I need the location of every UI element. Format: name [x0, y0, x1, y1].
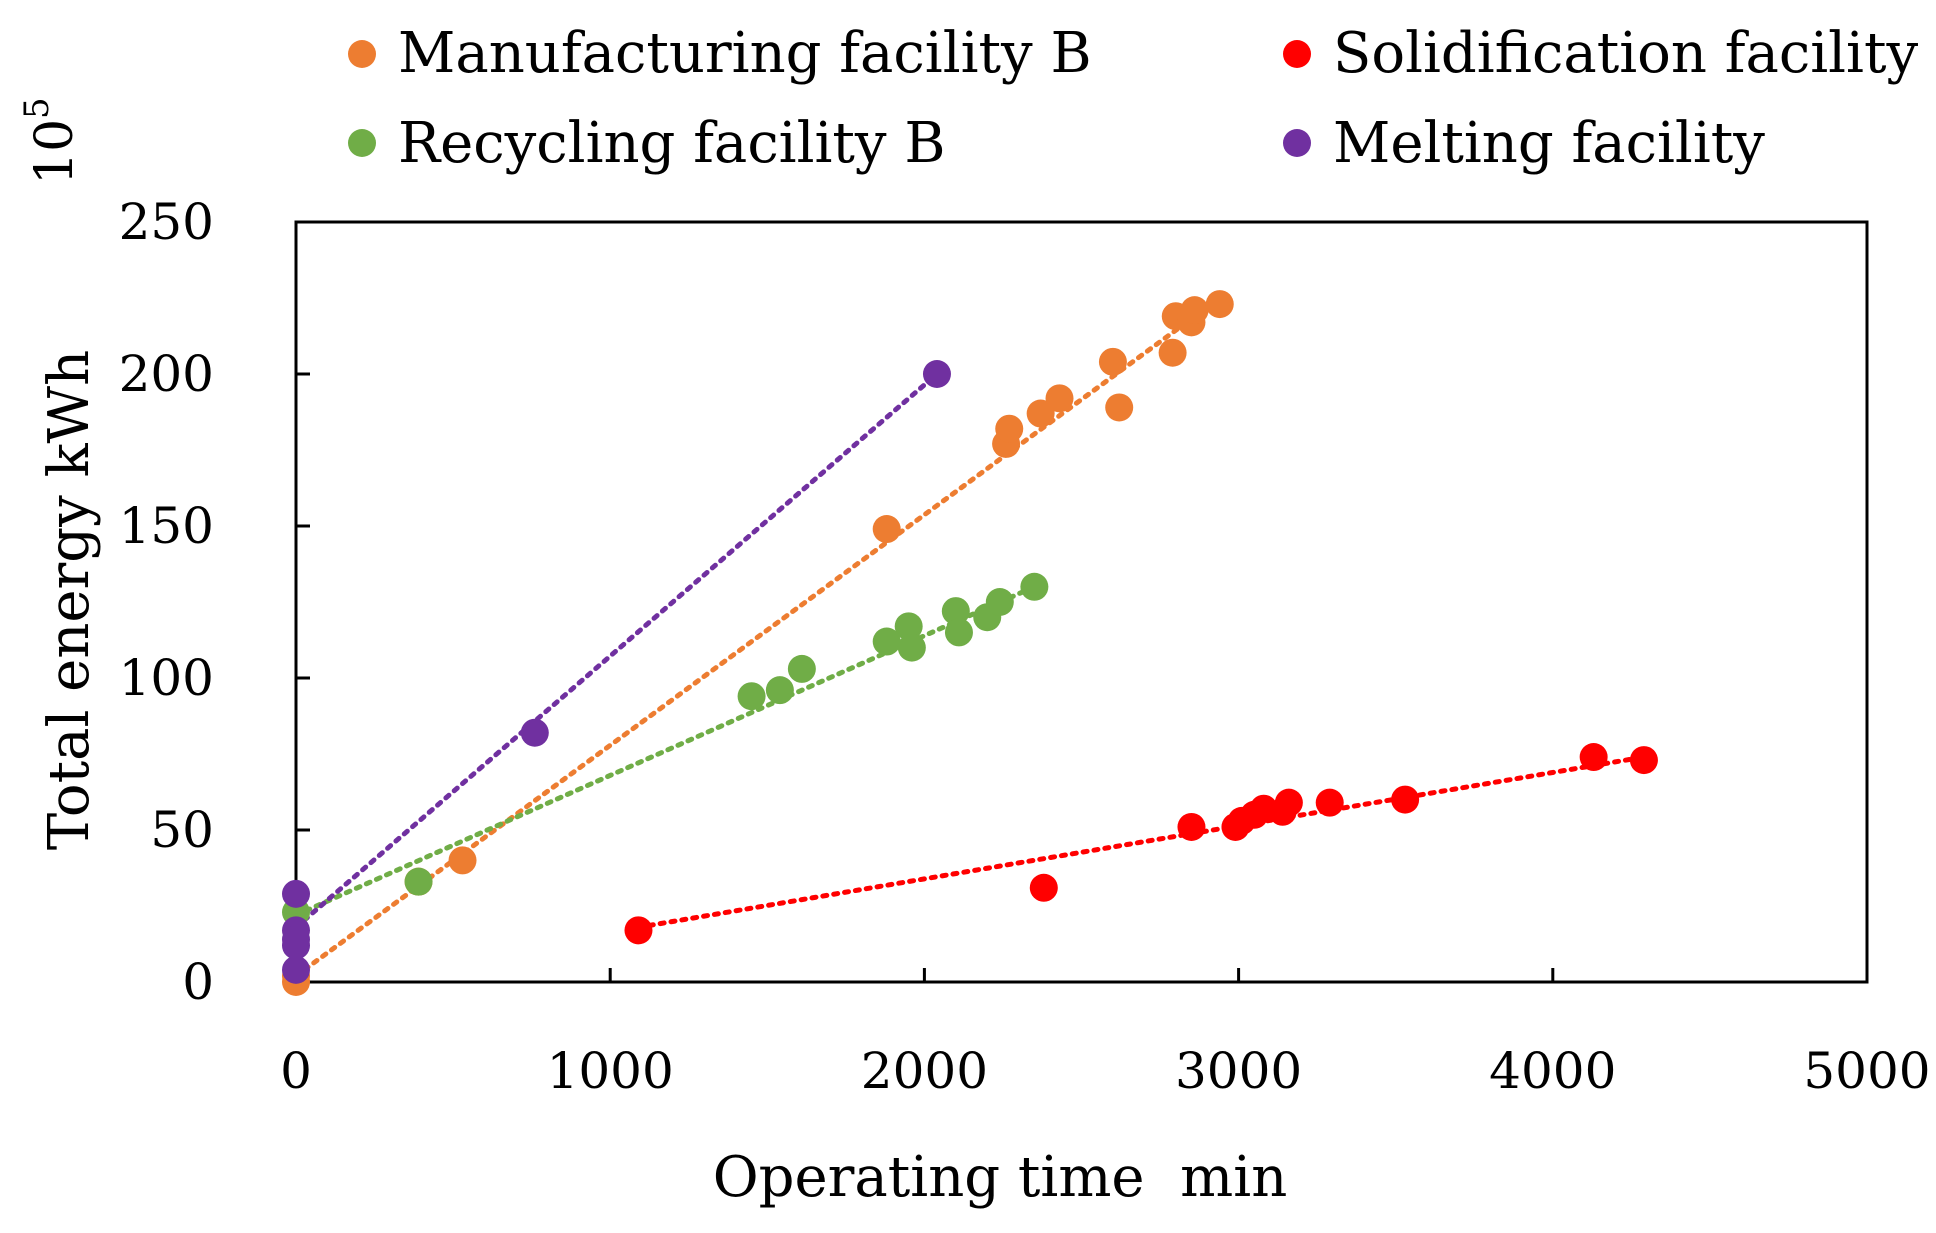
point-series-2-9: [1315, 788, 1344, 817]
y-tick-label: 0: [182, 953, 214, 1011]
x-tick-label: 1000: [547, 1042, 674, 1100]
point-series-2-2: [1177, 812, 1206, 841]
y-tick-label: 150: [119, 497, 214, 555]
y-axis-ticks: 0 50 100 150 200 250: [119, 193, 310, 1011]
y-tick-label: 200: [119, 345, 214, 403]
x-axis-ticks: 0 1000 2000 3000 4000 5000: [280, 968, 1931, 1100]
point-series-2-8: [1274, 788, 1303, 817]
point-series-1-9: [944, 618, 973, 647]
point-series-0-6: [995, 414, 1024, 443]
y-exponent-base: 10: [25, 119, 85, 185]
y-tick-label: 100: [119, 649, 214, 707]
x-tick-label: 2000: [861, 1042, 988, 1100]
point-series-0-10: [1105, 393, 1134, 422]
trendline-series-1: [293, 584, 1037, 918]
legend-label-melting: Melting facility: [1333, 111, 1765, 176]
legend-label-solidification: Solidification facility: [1333, 21, 1918, 86]
legend: Manufacturing facility B Recycling facil…: [348, 21, 1918, 176]
point-series-0-14: [1180, 296, 1209, 325]
point-series-1-1: [404, 867, 433, 896]
legend-item-melting: Melting facility: [1283, 111, 1765, 176]
point-series-0-4: [872, 515, 901, 544]
point-series-2-11: [1579, 743, 1608, 772]
legend-marker-manufacturing: [348, 40, 376, 68]
y-tick-label: 50: [150, 801, 214, 859]
point-series-0-8: [1045, 384, 1074, 413]
legend-item-manufacturing: Manufacturing facility B: [348, 21, 1092, 86]
point-series-1-6: [894, 612, 923, 641]
point-series-2-1: [1029, 873, 1058, 902]
point-series-3-6: [922, 360, 951, 388]
trendline-series-3: [293, 371, 940, 930]
legend-item-recycling: Recycling facility B: [348, 111, 946, 176]
point-series-1-7: [897, 633, 926, 662]
legend-marker-recycling: [348, 129, 376, 157]
point-series-2-0: [624, 916, 653, 945]
point-series-0-15: [1205, 290, 1234, 319]
x-tick-label: 5000: [1803, 1042, 1930, 1100]
legend-marker-melting: [1283, 129, 1311, 157]
legend-label-manufacturing: Manufacturing facility B: [398, 21, 1092, 86]
point-series-3-5: [520, 718, 549, 747]
x-tick-label: 4000: [1489, 1042, 1616, 1100]
point-series-0-11: [1158, 338, 1187, 367]
trendline-series-2: [635, 754, 1647, 930]
plot-area-frame: [294, 220, 1869, 984]
y-tick-label: 250: [119, 193, 214, 251]
y-axis-title: Total energy kWh: [37, 350, 102, 850]
point-series-1-4: [787, 654, 816, 683]
y-exponent-power: 5: [17, 97, 57, 119]
point-series-1-3: [765, 676, 794, 705]
point-series-0-3: [448, 846, 477, 875]
legend-label-recycling: Recycling facility B: [398, 111, 946, 176]
point-series-2-12: [1629, 746, 1658, 775]
point-series-2-10: [1391, 785, 1420, 814]
point-series-1-12: [1020, 572, 1049, 601]
trendline-series-0: [293, 295, 1223, 979]
point-series-3-3: [282, 931, 310, 960]
point-series-1-8: [941, 597, 970, 626]
point-series-3-0: [282, 879, 310, 908]
x-tick-label: 0: [280, 1042, 312, 1100]
point-series-1-5: [872, 627, 901, 656]
point-series-0-7: [1026, 399, 1055, 428]
legend-item-solidification: Solidification facility: [1283, 21, 1918, 86]
point-series-1-2: [737, 682, 766, 711]
point-series-1-11: [985, 588, 1014, 616]
data-points: [282, 290, 1658, 996]
x-axis-title: Operating time min: [713, 1145, 1288, 1210]
legend-marker-solidification: [1283, 40, 1311, 68]
point-series-3-4: [282, 955, 310, 984]
y-exponent-label: 10 5: [17, 97, 85, 185]
x-tick-label: 3000: [1175, 1042, 1302, 1100]
point-series-0-9: [1098, 347, 1127, 376]
